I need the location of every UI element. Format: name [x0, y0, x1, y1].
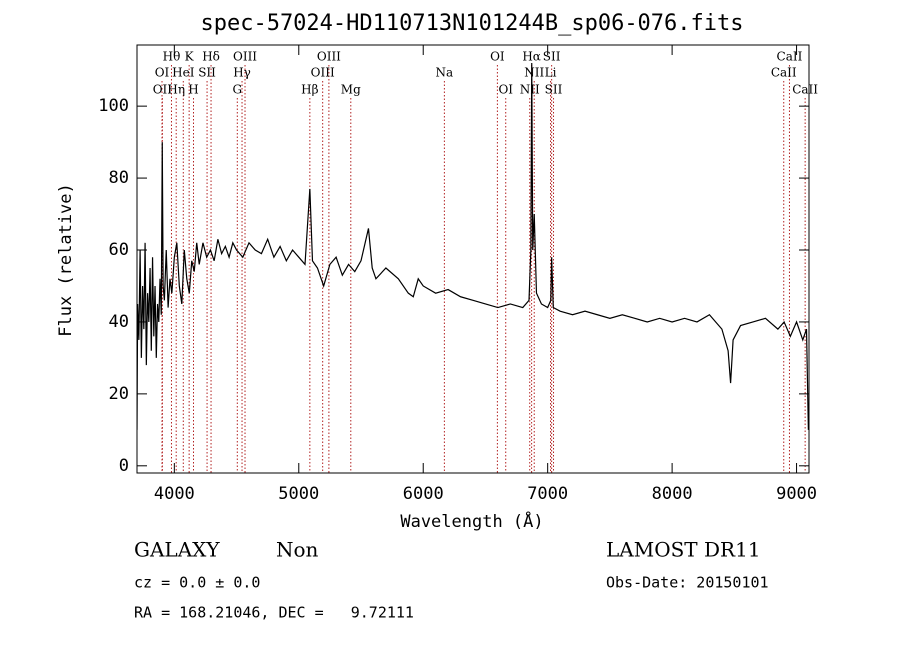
x-tick-label: 7000 [527, 484, 568, 504]
coords-label: RA = 168.21046, DEC = 9.72111 [134, 604, 414, 622]
emission-line-label: SII [198, 66, 216, 80]
emission-line-label: H [188, 83, 198, 97]
plot-frame [136, 44, 810, 474]
emission-line-label: CaII [777, 50, 803, 64]
survey-label: LAMOST DR11 [606, 538, 761, 562]
emission-line-label: NII [524, 66, 544, 80]
subclass-label: Non [276, 538, 319, 562]
y-tick-label: 60 [109, 240, 129, 260]
x-tick-label: 8000 [652, 484, 693, 504]
emission-line-label: OI [490, 50, 505, 64]
emission-line-label: CaII [792, 83, 818, 97]
emission-line-label: CaII [771, 66, 797, 80]
emission-line-label: Hη [167, 83, 185, 97]
obs-date-label: Obs-Date: 20150101 [606, 574, 769, 592]
emission-line-label: K [185, 50, 195, 64]
y-axis-label: Flux (relative) [56, 183, 76, 337]
x-tick-label: 6000 [403, 484, 444, 504]
x-axis-label: Wavelength (Å) [400, 510, 543, 532]
x-tick-label: 4000 [154, 484, 195, 504]
emission-line-label: Li [545, 66, 557, 80]
y-tick-label: 0 [119, 456, 129, 476]
emission-line-label: OII [153, 83, 173, 97]
y-tick-label: 40 [109, 312, 129, 332]
spectrum-line [137, 62, 809, 430]
y-tick-label: 100 [98, 96, 129, 116]
emission-line-label: Hδ [202, 50, 220, 64]
emission-line-label: Mg [341, 83, 361, 97]
emission-line-label: OIII [311, 66, 335, 80]
x-tick-label: 9000 [776, 484, 817, 504]
emission-line-label: SII [545, 83, 563, 97]
emission-line-label: HeI [172, 66, 195, 80]
emission-line-label: NII [520, 83, 540, 97]
chart-title: spec-57024-HD110713N101244B_sp06-076.fit… [200, 11, 743, 36]
emission-line-label: Hθ [163, 50, 181, 64]
class-label: GALAXY [134, 538, 220, 562]
redshift-label: cz = 0.0 ± 0.0 [134, 574, 260, 592]
y-tick-label: 80 [109, 168, 129, 188]
emission-line-label: OIII [233, 50, 257, 64]
y-tick-label: 20 [109, 384, 129, 404]
emission-line-label: Hα [522, 50, 541, 64]
emission-line-label: G [233, 83, 243, 97]
emission-line-label: OIII [317, 50, 341, 64]
x-tick-label: 5000 [278, 484, 319, 504]
emission-line-label: Hβ [301, 83, 318, 97]
emission-line-label: Na [436, 66, 454, 80]
emission-line-label: OI [155, 66, 170, 80]
emission-line-label: Hγ [233, 66, 251, 80]
emission-line-label: SII [543, 50, 561, 64]
emission-line-label: OI [498, 83, 513, 97]
